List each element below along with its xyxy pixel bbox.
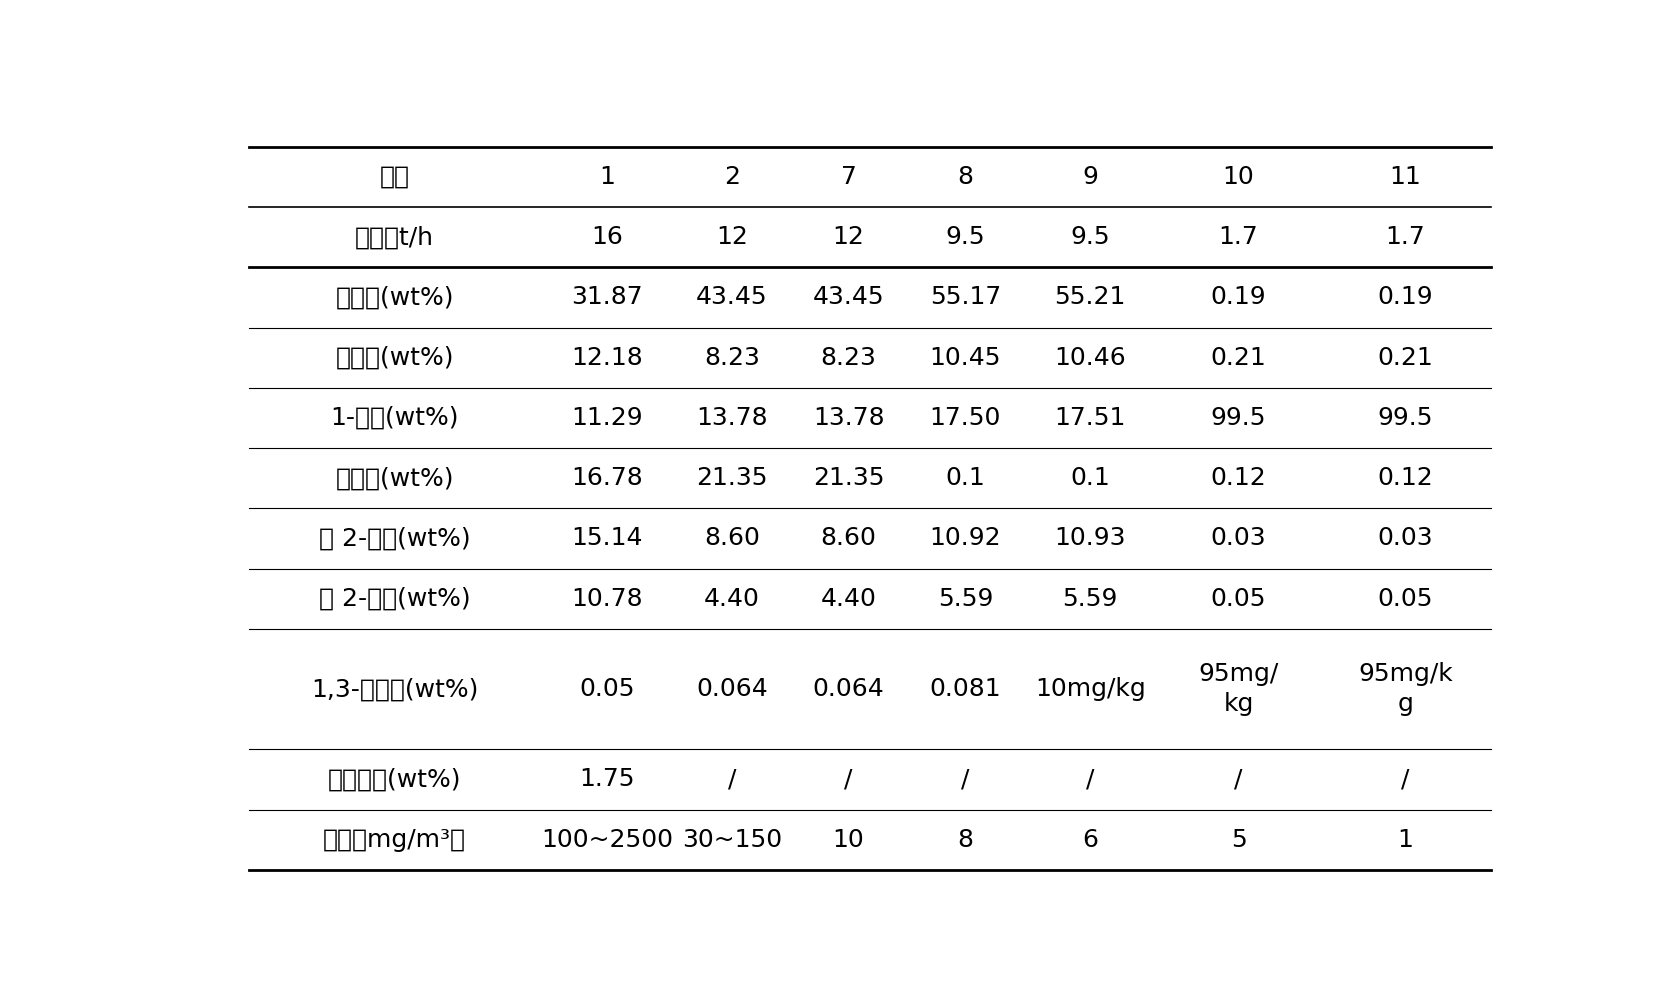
Text: 9: 9 <box>1082 165 1097 189</box>
Text: 4.40: 4.40 <box>821 586 876 610</box>
Text: 1.7: 1.7 <box>1386 225 1426 249</box>
Text: 8: 8 <box>958 828 973 852</box>
Text: 10: 10 <box>832 828 864 852</box>
Text: 21.35: 21.35 <box>696 467 767 491</box>
Text: 55.21: 55.21 <box>1054 286 1126 310</box>
Text: 9.5: 9.5 <box>1071 225 1109 249</box>
Text: 0.12: 0.12 <box>1212 467 1267 491</box>
Text: 95mg/k
g: 95mg/k g <box>1358 662 1453 716</box>
Text: /: / <box>1401 767 1410 791</box>
Text: 总硫（mg/m³）: 总硫（mg/m³） <box>324 828 466 852</box>
Text: 1,3-丁二烯(wt%): 1,3-丁二烯(wt%) <box>310 677 478 701</box>
Text: 5: 5 <box>1230 828 1247 852</box>
Text: 0.05: 0.05 <box>1378 586 1433 610</box>
Text: 12: 12 <box>717 225 748 249</box>
Text: 反 2-丁烯(wt%): 反 2-丁烯(wt%) <box>319 526 470 550</box>
Text: 100~2500: 100~2500 <box>540 828 673 852</box>
Text: 异丁烷(wt%): 异丁烷(wt%) <box>336 286 455 310</box>
Text: 10.93: 10.93 <box>1054 526 1126 550</box>
Text: 8.60: 8.60 <box>705 526 760 550</box>
Text: 0.19: 0.19 <box>1212 286 1267 310</box>
Text: 30~150: 30~150 <box>681 828 782 852</box>
Text: 6: 6 <box>1082 828 1097 852</box>
Text: /: / <box>1235 767 1243 791</box>
Text: 7: 7 <box>841 165 856 189</box>
Text: 8.23: 8.23 <box>705 346 760 370</box>
Text: 0.081: 0.081 <box>930 677 1002 701</box>
Text: 10: 10 <box>1223 165 1255 189</box>
Text: 12: 12 <box>832 225 864 249</box>
Text: 17.51: 17.51 <box>1054 406 1126 430</box>
Text: 0.21: 0.21 <box>1378 346 1433 370</box>
Text: 1.75: 1.75 <box>579 767 634 791</box>
Text: 9.5: 9.5 <box>945 225 985 249</box>
Text: 5.59: 5.59 <box>1062 586 1118 610</box>
Text: 流量，t/h: 流量，t/h <box>356 225 435 249</box>
Text: /: / <box>728 767 737 791</box>
Text: 95mg/
kg: 95mg/ kg <box>1198 662 1279 716</box>
Text: 4.40: 4.40 <box>705 586 760 610</box>
Text: 0.05: 0.05 <box>579 677 634 701</box>
Text: /: / <box>844 767 852 791</box>
Text: 13.78: 13.78 <box>812 406 884 430</box>
Text: 物流: 物流 <box>379 165 409 189</box>
Text: 8.60: 8.60 <box>821 526 876 550</box>
Text: 99.5: 99.5 <box>1378 406 1433 430</box>
Text: 10mg/kg: 10mg/kg <box>1035 677 1146 701</box>
Text: 12.18: 12.18 <box>571 346 643 370</box>
Text: 10.45: 10.45 <box>930 346 1002 370</box>
Text: 异丁烯(wt%): 异丁烯(wt%) <box>336 467 455 491</box>
Text: 11.29: 11.29 <box>571 406 643 430</box>
Text: 17.50: 17.50 <box>930 406 1002 430</box>
Text: 2: 2 <box>723 165 740 189</box>
Text: 55.17: 55.17 <box>930 286 1002 310</box>
Text: 0.064: 0.064 <box>696 677 769 701</box>
Text: 0.12: 0.12 <box>1378 467 1433 491</box>
Text: 13.78: 13.78 <box>696 406 769 430</box>
Text: 正丁烷(wt%): 正丁烷(wt%) <box>336 346 455 370</box>
Text: 1-丁烯(wt%): 1-丁烯(wt%) <box>331 406 460 430</box>
Text: 8.23: 8.23 <box>821 346 876 370</box>
Text: 0.03: 0.03 <box>1378 526 1433 550</box>
Text: 1: 1 <box>1398 828 1413 852</box>
Text: 1.7: 1.7 <box>1218 225 1258 249</box>
Text: 碳五以上(wt%): 碳五以上(wt%) <box>327 767 461 791</box>
Text: 0.064: 0.064 <box>812 677 884 701</box>
Text: 15.14: 15.14 <box>571 526 643 550</box>
Text: 0.21: 0.21 <box>1212 346 1267 370</box>
Text: 31.87: 31.87 <box>571 286 643 310</box>
Text: 1: 1 <box>599 165 616 189</box>
Text: 0.1: 0.1 <box>945 467 985 491</box>
Text: 11: 11 <box>1389 165 1421 189</box>
Text: 顺 2-丁烯(wt%): 顺 2-丁烯(wt%) <box>319 586 470 610</box>
Text: 0.1: 0.1 <box>1071 467 1111 491</box>
Text: 99.5: 99.5 <box>1212 406 1267 430</box>
Text: 0.05: 0.05 <box>1212 586 1267 610</box>
Text: 43.45: 43.45 <box>812 286 884 310</box>
Text: 16.78: 16.78 <box>571 467 643 491</box>
Text: 10.92: 10.92 <box>930 526 1002 550</box>
Text: /: / <box>961 767 970 791</box>
Text: 0.19: 0.19 <box>1378 286 1433 310</box>
Text: 8: 8 <box>958 165 973 189</box>
Text: 5.59: 5.59 <box>938 586 993 610</box>
Text: /: / <box>1086 767 1094 791</box>
Text: 0.03: 0.03 <box>1212 526 1267 550</box>
Text: 10.78: 10.78 <box>571 586 643 610</box>
Text: 16: 16 <box>591 225 623 249</box>
Text: 10.46: 10.46 <box>1054 346 1126 370</box>
Text: 43.45: 43.45 <box>696 286 769 310</box>
Text: 21.35: 21.35 <box>812 467 884 491</box>
